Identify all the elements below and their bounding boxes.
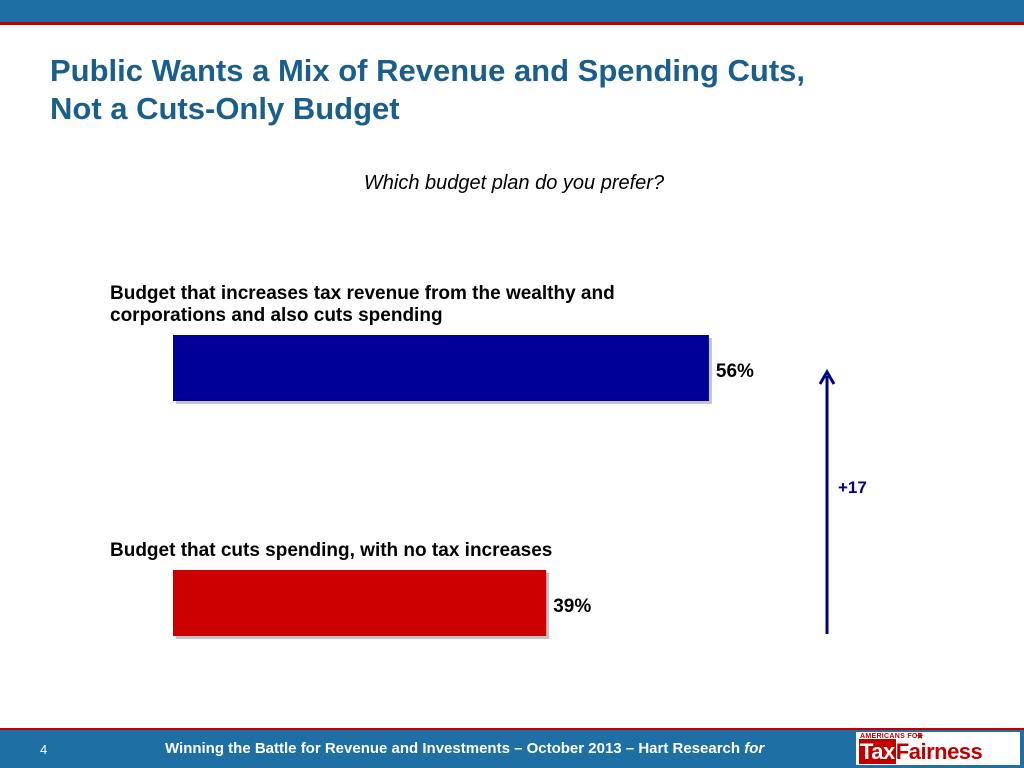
logo-top-text: AMERICANS FOR bbox=[860, 733, 924, 740]
chart-question: Which budget plan do you prefer? bbox=[363, 172, 665, 194]
footer-source: Winning the Battle for Revenue and Inves… bbox=[165, 740, 745, 757]
bar-1 bbox=[173, 570, 547, 636]
slide-title-line-2: Not a Cuts-Only Budget bbox=[50, 91, 400, 126]
category-label-cuts-only-line-1: Budget that cuts spending, with no tax i… bbox=[110, 540, 553, 561]
category-label-mixed-budget: Budget that increases tax revenue from t… bbox=[110, 283, 750, 327]
logo-wordmark: TaxFairness bbox=[859, 739, 983, 764]
top-band-accent-line bbox=[0, 22, 1024, 25]
slide-title-line-1: Public Wants a Mix of Revenue and Spendi… bbox=[50, 53, 805, 88]
difference-arrow-head-icon bbox=[818, 369, 836, 385]
americans-for-tax-fairness-logo: AMERICANS FOR ★ TaxFairness bbox=[856, 731, 1020, 765]
bar-0 bbox=[173, 335, 709, 401]
footer-for: for bbox=[744, 740, 765, 757]
logo-tax-text: Tax bbox=[859, 739, 896, 764]
category-label-cuts-only-budget: Budget that cuts spending, with no tax i… bbox=[110, 540, 750, 562]
difference-label: +17 bbox=[838, 478, 867, 497]
logo-star-icon: ★ bbox=[916, 731, 925, 741]
slide-title: Public Wants a Mix of Revenue and Spendi… bbox=[50, 52, 950, 128]
category-label-mixed-line-2: corporations and also cuts spending bbox=[110, 305, 443, 326]
footer-accent-line bbox=[0, 728, 1024, 730]
page-number: 4 bbox=[40, 742, 48, 757]
footer-text: Winning the Battle for Revenue and Inves… bbox=[165, 740, 764, 757]
category-label-mixed-line-1: Budget that increases tax revenue from t… bbox=[110, 283, 615, 304]
footer-bar: 4 Winning the Battle for Revenue and Inv… bbox=[0, 730, 1024, 768]
logo-fairness-text: Fairness bbox=[895, 739, 983, 764]
bar-value-label-1: 39% bbox=[553, 596, 591, 617]
bar-value-label-0: 56% bbox=[716, 361, 754, 382]
top-band bbox=[0, 0, 1024, 22]
